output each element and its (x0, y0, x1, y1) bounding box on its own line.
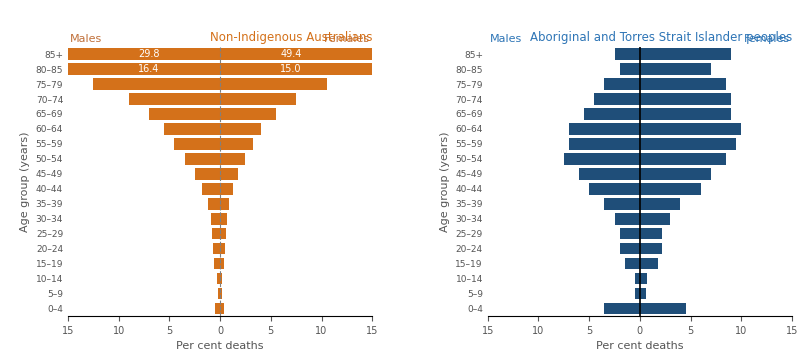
Bar (220, 303, 224, 314)
Bar (54, 63, 220, 75)
Text: Aboriginal and Torres Strait Islander peoples: Aboriginal and Torres Strait Islander pe… (530, 31, 792, 44)
Bar (589, 183, 640, 195)
Bar (635, 288, 640, 299)
Bar (129, 93, 220, 105)
Bar (214, 258, 220, 269)
Y-axis label: Age group (years): Age group (years) (440, 131, 450, 232)
Bar (220, 153, 246, 165)
Bar (640, 243, 662, 255)
Y-axis label: Age group (years): Age group (years) (20, 131, 30, 232)
Text: 16.4: 16.4 (138, 64, 160, 74)
Bar (220, 288, 222, 299)
Bar (220, 123, 261, 135)
Bar (218, 288, 220, 299)
Bar (220, 168, 238, 180)
X-axis label: Per cent deaths: Per cent deaths (596, 341, 684, 351)
Text: Females: Females (324, 34, 370, 45)
Bar (220, 258, 224, 269)
Bar (569, 123, 640, 135)
Bar (208, 198, 220, 210)
Bar (605, 78, 640, 90)
Bar (594, 93, 640, 105)
Bar (0, 48, 220, 60)
X-axis label: Per cent deaths: Per cent deaths (176, 341, 264, 351)
Bar (569, 138, 640, 150)
Bar (194, 168, 220, 180)
Bar (605, 303, 640, 314)
Bar (174, 138, 220, 150)
Bar (640, 288, 646, 299)
Bar (640, 168, 711, 180)
Bar (620, 63, 640, 75)
Bar (579, 168, 640, 180)
Bar (640, 153, 726, 165)
Bar (212, 228, 220, 239)
Bar (640, 183, 701, 195)
Bar (213, 243, 220, 255)
Bar (614, 48, 640, 60)
Bar (164, 123, 220, 135)
Text: Males: Males (490, 34, 522, 45)
Bar (217, 273, 220, 284)
Bar (614, 213, 640, 224)
Text: Non-Indigenous Australians: Non-Indigenous Australians (210, 31, 372, 44)
Bar (635, 273, 640, 284)
Bar (185, 153, 220, 165)
Bar (220, 228, 226, 239)
Text: 15.0: 15.0 (280, 64, 302, 74)
Bar (640, 198, 681, 210)
Bar (620, 228, 640, 239)
Bar (640, 108, 731, 120)
Bar (220, 48, 721, 60)
Bar (625, 258, 640, 269)
Bar (640, 123, 742, 135)
Bar (220, 63, 372, 75)
Bar (640, 273, 647, 284)
Text: 49.4: 49.4 (280, 49, 302, 59)
Bar (640, 78, 726, 90)
Bar (605, 198, 640, 210)
Bar (220, 183, 234, 195)
Bar (620, 243, 640, 255)
Bar (640, 138, 736, 150)
Bar (564, 153, 640, 165)
Bar (640, 93, 731, 105)
Bar (220, 243, 225, 255)
Bar (215, 303, 220, 314)
Bar (149, 108, 220, 120)
Bar (202, 183, 220, 195)
Bar (94, 78, 220, 90)
Bar (220, 273, 222, 284)
Bar (220, 108, 276, 120)
Bar (220, 198, 230, 210)
Bar (220, 213, 227, 224)
Bar (640, 213, 670, 224)
Bar (211, 213, 220, 224)
Text: Males: Males (70, 34, 102, 45)
Bar (640, 48, 731, 60)
Bar (220, 93, 296, 105)
Text: 29.8: 29.8 (138, 49, 160, 59)
Bar (640, 258, 658, 269)
Bar (220, 138, 253, 150)
Bar (640, 303, 686, 314)
Text: Females: Females (744, 34, 790, 45)
Bar (220, 78, 326, 90)
Bar (640, 63, 711, 75)
Bar (584, 108, 640, 120)
Bar (640, 228, 662, 239)
